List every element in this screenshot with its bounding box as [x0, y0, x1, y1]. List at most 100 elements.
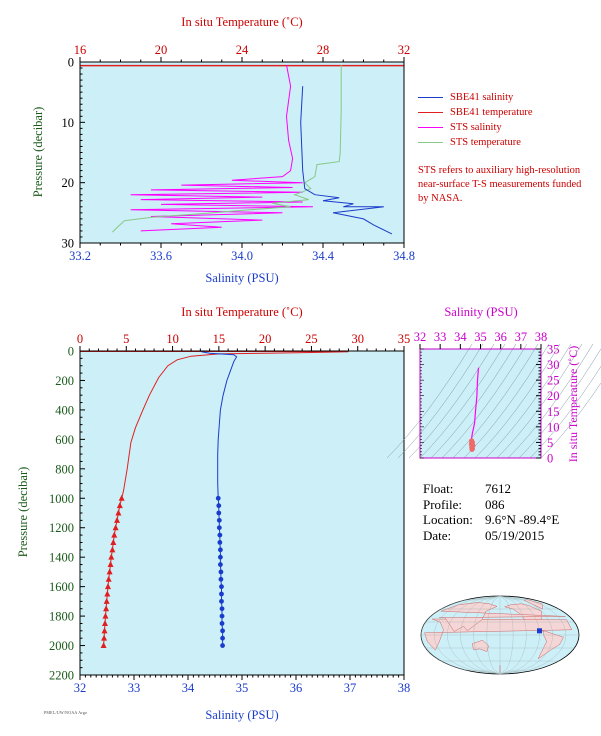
bottom-salinity-axis-label: Salinity (PSU)	[205, 708, 278, 722]
map-meridian	[434, 595, 501, 675]
legend-item-sbe41-temperature: SBE41 temperature	[418, 105, 533, 120]
salinity-marker	[217, 540, 223, 545]
salinity-marker	[219, 606, 225, 612]
salinity-marker	[218, 576, 224, 582]
salinity-marker	[215, 495, 221, 501]
credit-text: PMEL/UW/NOAA Argo	[44, 710, 88, 715]
bottom-temp-axis-tick-label: 35	[398, 332, 411, 346]
salinity-marker	[216, 510, 222, 516]
temperature-marker	[101, 627, 108, 634]
top-temp-axis-label: In situ Temperature (˚C)	[181, 15, 302, 29]
legend-item-sts-salinity: STS salinity	[418, 120, 533, 135]
ts-temp-axis-label: In situ Temperature (˚C)	[566, 346, 580, 463]
map-meridian	[473, 595, 501, 675]
ts-salinity-axis-tick-label: 32	[414, 330, 427, 344]
ts-salinity-axis-tick-label: 37	[515, 330, 528, 344]
salinity-marker	[216, 503, 222, 509]
temperature-marker	[114, 516, 121, 523]
bottom-pressure-axis-tick-label: 600	[55, 433, 74, 447]
top-plot-area	[80, 62, 404, 243]
ts-point	[469, 446, 475, 452]
bottom-pressure-axis-tick-label: 2000	[49, 639, 74, 653]
top-pressure-axis-tick-label: 0	[68, 56, 74, 70]
temperature-marker	[102, 612, 109, 619]
map-meridian	[499, 595, 553, 675]
bottom-salinity-axis-tick-label: 33	[128, 681, 141, 695]
bottom-panel: 32 33 34 35 36 37 38 0 5 10 15 20 25 30 35 0 200 400 600 80…	[16, 305, 410, 722]
bottom-pressure-axis-tick-label: 1200	[49, 521, 74, 535]
density-contour	[397, 343, 484, 459]
top-panel: 33.2 33.6 34.0 34.4 34.8 16 20 24 28 32 0 10 20 30 In…	[31, 15, 415, 285]
density-contour	[408, 343, 495, 459]
temperature-marker	[111, 531, 118, 538]
salinity-marker	[218, 562, 223, 567]
ts-salinity-axis-tick-label: 33	[434, 330, 447, 344]
date-value: 05/19/2015	[485, 527, 545, 543]
salinity-marker	[218, 547, 223, 553]
map-meridian	[499, 595, 566, 675]
ts-temp-axis-tick-label: 5	[547, 436, 553, 450]
bottom-salinity-axis-tick-label: 36	[290, 681, 303, 695]
salinity-marker	[216, 517, 222, 523]
top-salinity-axis-tick-label: 33.2	[69, 249, 91, 263]
temperature-marker	[115, 509, 122, 516]
bottom-pressure-axis-tick-label: 2200	[49, 669, 74, 683]
series-sbe41-salinity	[300, 86, 393, 235]
salinity-marker	[216, 525, 222, 531]
bottom-pressure-axis-tick-label: 1000	[49, 492, 74, 506]
density-contour	[518, 348, 601, 459]
map-meridian	[499, 595, 514, 675]
temperature-marker	[103, 605, 110, 612]
map-meridian	[486, 595, 501, 675]
map-meridian	[420, 595, 501, 675]
sts-note: STS refers to auxiliary high-resolution …	[418, 165, 582, 204]
salinity-marker	[217, 532, 223, 538]
top-temp-axis-tick-label: 32	[398, 43, 411, 57]
temperature-marker	[104, 590, 111, 597]
top-salinity-axis-tick-label: 33.6	[150, 249, 172, 263]
density-contour	[430, 343, 517, 459]
density-contour	[474, 343, 561, 459]
bottom-pressure-axis-tick-label: 1600	[49, 580, 74, 594]
density-contour	[540, 382, 601, 459]
bottom-temp-axis-tick-label: 0	[77, 332, 83, 346]
top-salinity-axis-tick-label: 34.0	[231, 249, 253, 263]
ts-temp-axis-tick-label: 0	[547, 452, 553, 466]
map-meridian	[499, 595, 527, 675]
density-contour	[441, 343, 528, 459]
density-contour	[496, 343, 583, 459]
top-legend: SBE41 salinity SBE41 temperature STS sal…	[418, 90, 533, 150]
location-label: Location:	[423, 512, 473, 527]
density-contour	[419, 343, 506, 459]
temperature-marker	[100, 642, 107, 649]
map-meridian	[499, 595, 540, 675]
bottom-salinity-axis-tick-label: 32	[74, 681, 87, 695]
world-map	[420, 595, 580, 675]
bottom-pressure-axis-tick-label: 1800	[49, 610, 74, 624]
bottom-temp-axis-tick-label: 30	[351, 332, 364, 346]
top-temp-axis-tick-label: 28	[317, 43, 330, 57]
date-label: Date:	[423, 527, 452, 543]
bottom-temp-axis-tick-label: 20	[259, 332, 272, 346]
bottom-temp-axis-tick-label: 10	[166, 332, 179, 346]
map-landmass	[439, 602, 566, 632]
ts-temp-axis-tick-label: 30	[547, 358, 560, 372]
top-pressure-axis-tick-label: 10	[62, 116, 75, 130]
series-sts-temperature	[112, 65, 342, 233]
bottom-pressure-axis-tick-label: 200	[55, 374, 74, 388]
temperature-marker	[106, 568, 113, 575]
top-temp-axis-tick-label: 20	[155, 43, 168, 57]
float-location-marker	[537, 628, 542, 634]
bottom-temp-axis-tick-label: 25	[305, 332, 318, 346]
bottom-pressure-axis-tick-label: 800	[55, 462, 74, 476]
top-salinity-axis-label: Salinity (PSU)	[205, 271, 278, 285]
float-info: Float: 7612 Profile: 086 Location: 9.6°N -8…	[423, 481, 559, 543]
temperature-marker	[118, 494, 125, 501]
density-contour	[452, 343, 539, 459]
temperature-marker	[101, 619, 108, 626]
ts-temp-axis-tick-label: 20	[547, 389, 560, 403]
salinity-marker	[219, 621, 225, 626]
salinity-marker	[219, 598, 224, 604]
